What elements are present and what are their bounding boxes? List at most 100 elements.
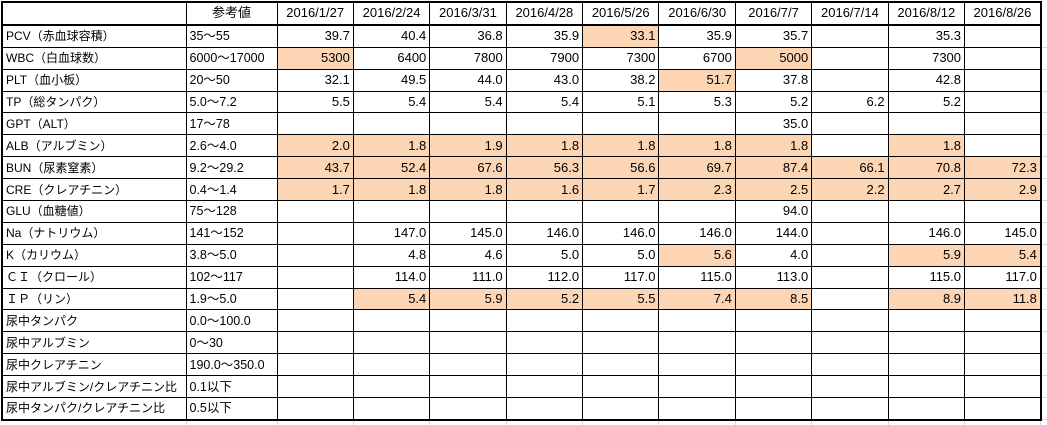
value-cell[interactable]: 115.0 — [887, 265, 966, 289]
value-cell[interactable]: 72.3 — [964, 156, 1042, 180]
date-header-cell[interactable]: 2016/3/31 — [429, 1, 507, 26]
value-cell[interactable] — [964, 200, 1042, 223]
value-cell[interactable] — [811, 134, 889, 158]
value-cell[interactable]: 5000 — [734, 46, 813, 70]
corner-cell[interactable] — [1, 1, 187, 26]
value-cell[interactable] — [582, 375, 660, 399]
row-label-cell[interactable]: PCV（赤血球容積） — [1, 24, 187, 48]
ref-range-cell[interactable]: 20～50 — [185, 68, 278, 92]
value-cell[interactable] — [276, 200, 354, 223]
ref-range-cell[interactable]: 35～55 — [185, 24, 278, 48]
value-cell[interactable] — [352, 112, 431, 136]
value-cell[interactable] — [811, 375, 889, 399]
value-cell[interactable] — [429, 375, 507, 399]
value-cell[interactable]: 5.4 — [352, 90, 431, 114]
date-header-cell[interactable]: 2016/8/26 — [964, 1, 1042, 26]
value-cell[interactable]: 5.2 — [734, 90, 813, 114]
ref-range-cell[interactable]: 0～30 — [185, 331, 278, 355]
value-cell[interactable]: 51.7 — [658, 68, 736, 92]
value-cell[interactable]: 36.8 — [429, 24, 507, 48]
value-cell[interactable] — [887, 309, 966, 333]
value-cell[interactable] — [505, 397, 584, 421]
value-cell[interactable] — [352, 397, 431, 421]
value-cell[interactable] — [887, 353, 966, 377]
value-cell[interactable]: 1.6 — [505, 178, 584, 202]
value-cell[interactable]: 1.8 — [582, 134, 660, 158]
value-cell[interactable]: 5.4 — [429, 90, 507, 114]
value-cell[interactable] — [964, 90, 1042, 114]
value-cell[interactable]: 6700 — [658, 46, 736, 70]
value-cell[interactable]: 5300 — [276, 46, 354, 70]
value-cell[interactable] — [811, 309, 889, 333]
value-cell[interactable]: 67.6 — [429, 156, 507, 180]
value-cell[interactable]: 5.3 — [658, 90, 736, 114]
value-cell[interactable]: 7900 — [505, 46, 584, 70]
value-cell[interactable]: 35.0 — [734, 112, 813, 136]
ref-range-cell[interactable]: 102～117 — [185, 265, 278, 289]
value-cell[interactable] — [658, 375, 736, 399]
value-cell[interactable] — [658, 331, 736, 355]
value-cell[interactable] — [276, 265, 354, 289]
value-cell[interactable]: 69.7 — [658, 156, 736, 180]
value-cell[interactable] — [964, 46, 1042, 70]
value-cell[interactable] — [658, 353, 736, 377]
value-cell[interactable] — [734, 375, 813, 399]
value-cell[interactable]: 5.6 — [658, 243, 736, 267]
row-label-cell[interactable]: Na（ナトリウム） — [1, 221, 187, 245]
value-cell[interactable] — [658, 112, 736, 136]
ref-range-cell[interactable]: 1.9～5.0 — [185, 287, 278, 311]
value-cell[interactable] — [811, 68, 889, 92]
value-cell[interactable] — [811, 200, 889, 223]
value-cell[interactable]: 7300 — [887, 46, 966, 70]
value-cell[interactable]: 4.0 — [734, 243, 813, 267]
value-cell[interactable] — [887, 375, 966, 399]
value-cell[interactable]: 5.9 — [887, 243, 966, 267]
value-cell[interactable] — [734, 331, 813, 355]
value-cell[interactable] — [811, 265, 889, 289]
ref-range-cell[interactable]: 2.6～4.0 — [185, 134, 278, 158]
value-cell[interactable]: 8.5 — [734, 287, 813, 311]
value-cell[interactable]: 33.1 — [582, 24, 660, 48]
value-cell[interactable]: 5.5 — [582, 287, 660, 311]
value-cell[interactable] — [734, 309, 813, 333]
date-header-cell[interactable]: 2016/8/12 — [887, 1, 966, 26]
value-cell[interactable]: 2.3 — [658, 178, 736, 202]
value-cell[interactable] — [811, 46, 889, 70]
date-header-cell[interactable]: 2016/1/27 — [276, 1, 354, 26]
value-cell[interactable]: 1.8 — [352, 134, 431, 158]
row-label-cell[interactable]: ＣＩ（クロール） — [1, 265, 187, 289]
value-cell[interactable] — [352, 331, 431, 355]
date-header-cell[interactable]: 2016/2/24 — [352, 1, 431, 26]
value-cell[interactable] — [811, 112, 889, 136]
value-cell[interactable]: 146.0 — [658, 221, 736, 245]
row-label-cell[interactable]: 尿中クレアチニン — [1, 353, 187, 377]
value-cell[interactable]: 5.0 — [505, 243, 584, 267]
value-cell[interactable] — [276, 331, 354, 355]
row-label-cell[interactable]: 尿中タンパク/クレアチニン比 — [1, 397, 187, 421]
value-cell[interactable] — [811, 24, 889, 48]
ref-range-cell[interactable]: 5.0～7.2 — [185, 90, 278, 114]
value-cell[interactable]: 1.7 — [582, 178, 660, 202]
value-cell[interactable] — [429, 309, 507, 333]
row-label-cell[interactable]: GPT（ALT） — [1, 112, 187, 136]
value-cell[interactable] — [429, 112, 507, 136]
value-cell[interactable]: 117.0 — [964, 265, 1042, 289]
value-cell[interactable] — [964, 112, 1042, 136]
value-cell[interactable] — [276, 112, 354, 136]
value-cell[interactable] — [734, 353, 813, 377]
value-cell[interactable]: 35.9 — [505, 24, 584, 48]
value-cell[interactable]: 1.8 — [658, 134, 736, 158]
value-cell[interactable] — [964, 134, 1042, 158]
value-cell[interactable]: 5.5 — [276, 90, 354, 114]
value-cell[interactable]: 144.0 — [734, 221, 813, 245]
ref-range-cell[interactable]: 190.0～350.0 — [185, 353, 278, 377]
value-cell[interactable] — [276, 375, 354, 399]
value-cell[interactable]: 146.0 — [505, 221, 584, 245]
value-cell[interactable]: 8.9 — [887, 287, 966, 311]
value-cell[interactable] — [429, 353, 507, 377]
value-cell[interactable] — [658, 200, 736, 223]
row-label-cell[interactable]: 尿中アルブミン/クレアチニン比 — [1, 375, 187, 399]
value-cell[interactable]: 117.0 — [582, 265, 660, 289]
value-cell[interactable]: 40.4 — [352, 24, 431, 48]
value-cell[interactable]: 2.9 — [964, 178, 1042, 202]
